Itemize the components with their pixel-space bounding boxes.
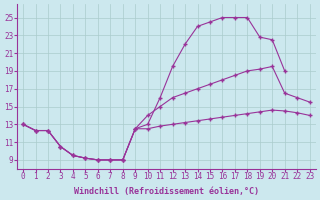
X-axis label: Windchill (Refroidissement éolien,°C): Windchill (Refroidissement éolien,°C) [74,187,259,196]
